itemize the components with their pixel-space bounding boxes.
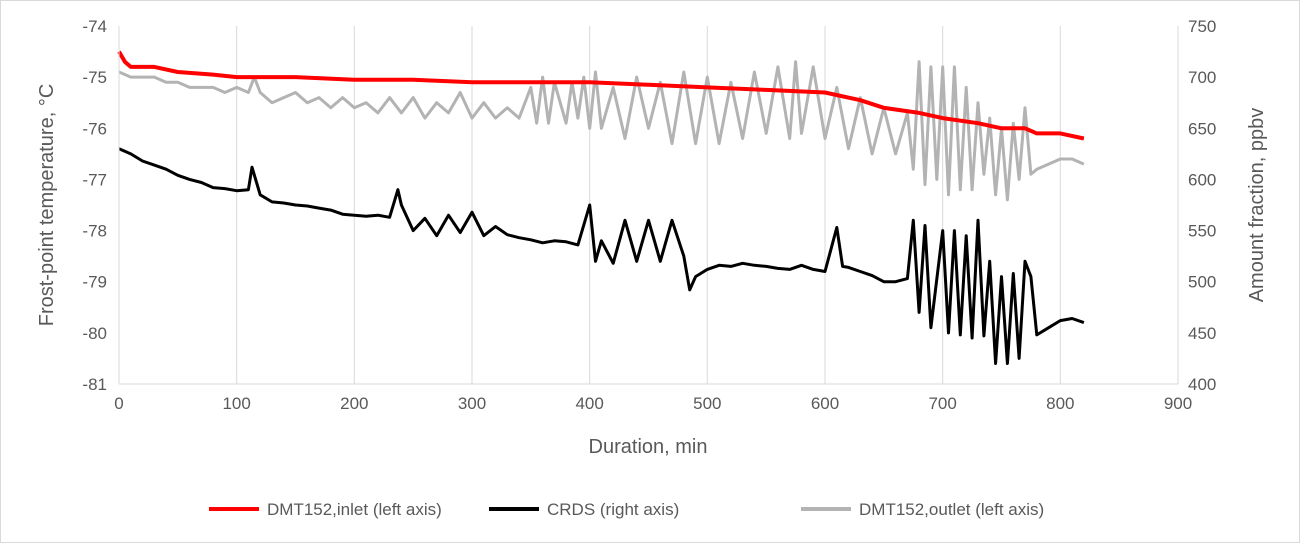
y-right-axis-label: Amount fraction, ppbv (1246, 108, 1268, 303)
legend: DMT152,inlet (left axis) CRDS (right axis… (209, 500, 1044, 519)
x-tick-label: 0 (114, 394, 123, 413)
x-tick-label: 400 (575, 394, 603, 413)
y-left-tick-label: -74 (82, 17, 107, 36)
x-tick-label: 600 (811, 394, 839, 413)
y-right-tick-label: 400 (1188, 375, 1216, 394)
y-left-tick-label: -81 (82, 375, 107, 394)
y-left-tick-label: -76 (82, 119, 107, 138)
y-left-tick-label: -79 (82, 273, 107, 292)
x-tick-label: 200 (340, 394, 368, 413)
y-left-axis-label: Frost-point temperature, °C (36, 84, 58, 327)
x-tick-label: 500 (693, 394, 721, 413)
y-right-tick-label: 500 (1188, 273, 1216, 292)
y-right-tick-label: 700 (1188, 68, 1216, 87)
y-left-tick-label: -77 (82, 170, 107, 189)
x-tick-label: 100 (222, 394, 250, 413)
x-tick-label: 300 (458, 394, 486, 413)
x-tick-label: 900 (1164, 394, 1192, 413)
y-left-tick-label: -80 (82, 324, 107, 343)
series-line-outlet (118, 60, 1085, 202)
y-left-tick-label: -75 (82, 68, 107, 87)
x-axis-label: Duration, min (589, 436, 708, 458)
y-right-tick-label: 600 (1188, 170, 1216, 189)
legend-label: DMT152,inlet (left axis) (267, 500, 442, 519)
axes: 0 100 200 300 400 500 600 700 800 900 -74 -75 -76 -77… (82, 17, 1216, 413)
y-right-tick-label: 650 (1188, 119, 1216, 138)
y-left-tick-label: -78 (82, 222, 107, 241)
x-tick-label: 800 (1046, 394, 1074, 413)
series-line-inlet (117, 50, 1085, 141)
legend-label: DMT152,outlet (left axis) (859, 500, 1044, 519)
y-right-tick-label: 550 (1188, 222, 1216, 241)
legend-label: CRDS (right axis) (547, 500, 679, 519)
x-tick-label: 700 (928, 394, 956, 413)
y-right-tick-label: 750 (1188, 17, 1216, 36)
y-right-tick-label: 450 (1188, 324, 1216, 343)
series-line-crds (118, 147, 1085, 365)
series-lines (117, 50, 1085, 365)
